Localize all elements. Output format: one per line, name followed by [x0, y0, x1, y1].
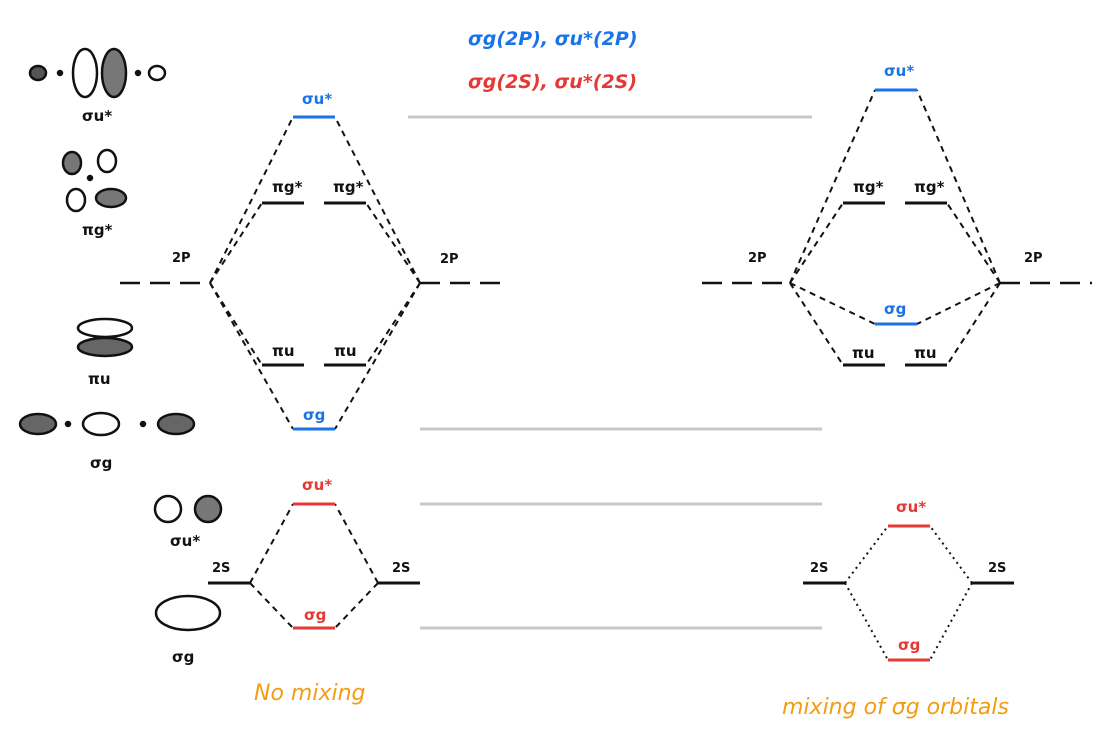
left-sigma-u-star-2s-label: σu*	[302, 476, 332, 494]
left-2p-connectors	[209, 116, 421, 430]
header-blue-label: σg(2P), σu*(2P)	[468, 28, 638, 50]
left-2p-label-b: 2P	[440, 252, 459, 267]
right-sigma-u-star-2s-label: σu*	[896, 498, 926, 516]
sketch-label-sigma-u-star: σu*	[82, 107, 112, 125]
right-2p-label-b: 2P	[1024, 251, 1043, 266]
right-sigma-u-star-2p-label: σu*	[884, 62, 914, 80]
right-mo-levels	[803, 88, 1014, 662]
sigma-u-star-2s-sketch	[153, 494, 223, 524]
left-sigma-g-2s-label: σg	[304, 606, 326, 624]
left-pi-g-star-label-a: πg*	[272, 178, 303, 196]
right-pi-g-star-label-b: πg*	[914, 178, 945, 196]
sketch-label-pi-g-star: πg*	[82, 221, 113, 239]
reference-lines	[408, 115, 822, 630]
right-pi-g-star-label-a: πg*	[853, 178, 884, 196]
right-sigma-g-2s-label: σg	[898, 636, 920, 654]
right-2s-connectors	[844, 525, 973, 661]
sketch-label-sigma-g-2s: σg	[172, 648, 194, 666]
right-caption: mixing of σg orbitals	[782, 695, 1009, 720]
left-caption: No mixing	[254, 681, 366, 706]
right-2p-connectors	[789, 89, 1001, 366]
left-sigma-g-2p-label: σg	[303, 406, 325, 424]
sigma-g-2p-sketch	[18, 411, 196, 437]
left-2s-connectors	[249, 503, 379, 629]
right-diagram: 2P 2P σu* πg* πg* σg πu πu 2S 2S σu* σg …	[702, 62, 1092, 720]
right-sigma-g-2p-label: σg	[884, 300, 906, 318]
sketch-labels: σu* πg* πu σg σu* σg	[82, 107, 200, 666]
right-2s-label-b: 2S	[988, 561, 1006, 576]
left-2s-label-b: 2S	[392, 561, 410, 576]
right-pi-u-label-a: πu	[852, 344, 875, 362]
sigma-g-2s-sketch	[154, 594, 222, 632]
left-sigma-u-star-2p-label: σu*	[302, 90, 332, 108]
left-pi-u-label-a: πu	[272, 342, 295, 360]
sigma-u-star-2p-sketch	[28, 47, 167, 99]
left-2s-label-a: 2S	[212, 561, 230, 576]
left-pi-g-star-label-b: πg*	[333, 178, 364, 196]
right-2s-label-a: 2S	[810, 561, 828, 576]
header-red-label: σg(2S), σu*(2S)	[468, 71, 637, 93]
right-2p-label-a: 2P	[748, 251, 767, 266]
orbital-sketches	[18, 47, 223, 632]
right-pi-u-label-b: πu	[914, 344, 937, 362]
left-2p-label-a: 2P	[172, 251, 191, 266]
sketch-label-pi-u: πu	[88, 370, 111, 388]
sketch-label-sigma-u-star-2s: σu*	[170, 532, 200, 550]
pi-g-star-sketch	[61, 148, 128, 213]
pi-u-sketch	[76, 317, 134, 358]
left-pi-u-label-b: πu	[334, 342, 357, 360]
left-diagram: 2P 2P σu* πg* πg* πu πu σg 2S 2S σu* σg …	[120, 90, 510, 706]
left-mo-levels	[208, 115, 420, 630]
sketch-label-sigma-g: σg	[90, 454, 112, 472]
